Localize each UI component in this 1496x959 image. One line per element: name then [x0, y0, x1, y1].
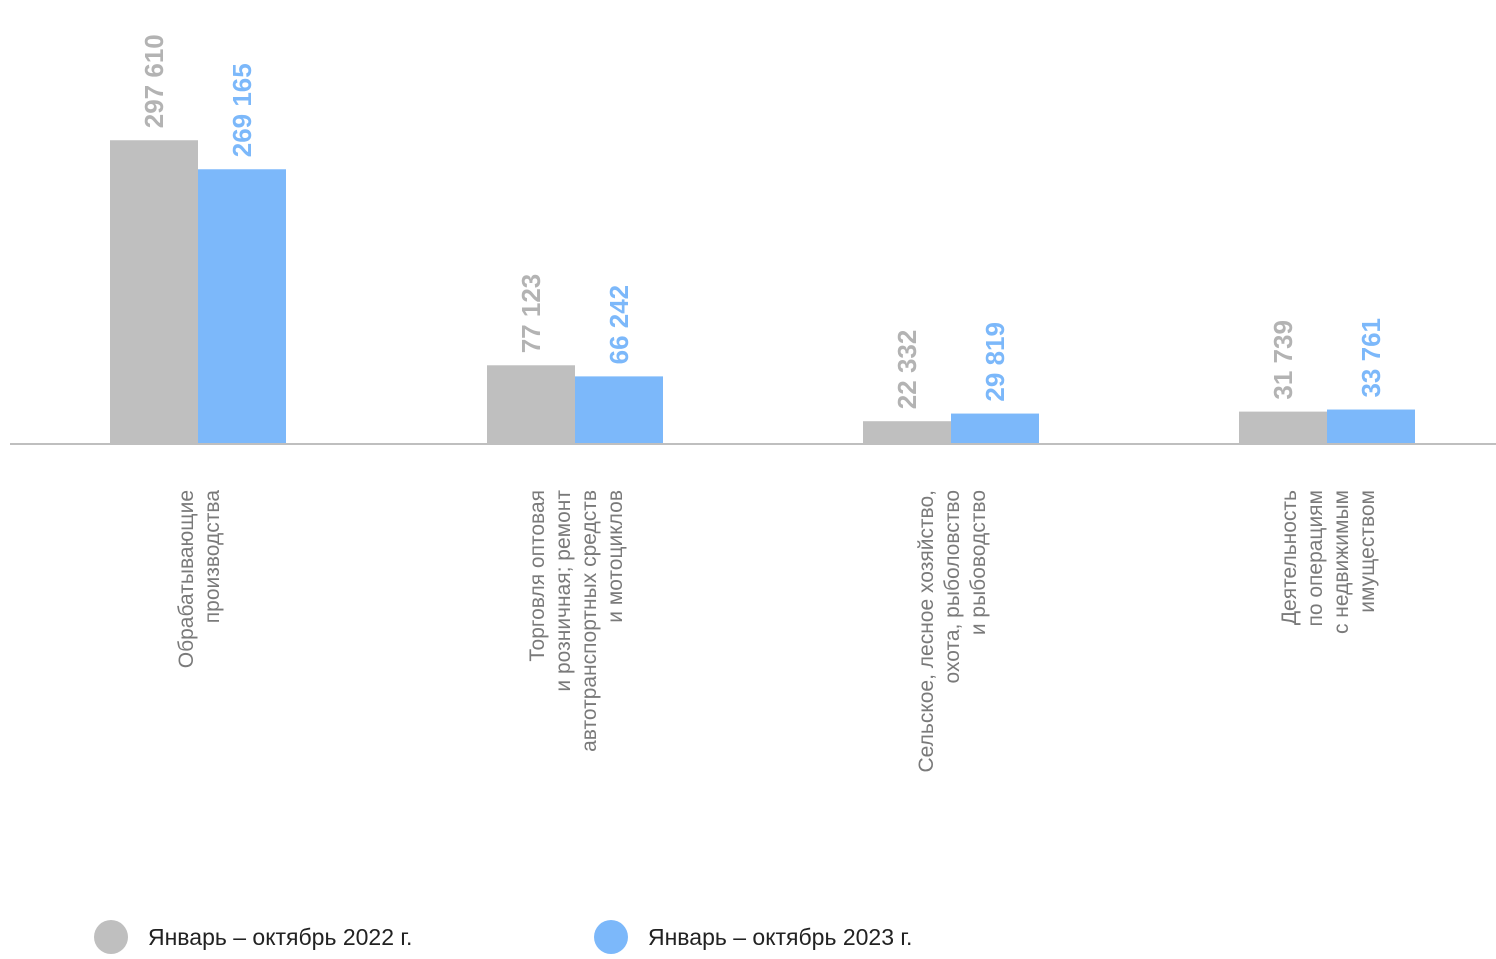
value-label-2022-1: 297 610	[139, 34, 169, 128]
category-label-4-line-3: с недвижимым	[1330, 490, 1353, 634]
category-label-2-line-2: и розничная; ремонт	[552, 490, 575, 692]
bar-2023-3	[951, 413, 1039, 444]
category-label-4-line-2: по операциям	[1304, 490, 1327, 627]
category-labels-group: Обрабатывающие производства Торговля оптов…	[175, 490, 1379, 773]
value-label-2023-3: 29 819	[980, 322, 1010, 402]
legend-swatch-2023	[594, 920, 628, 954]
legend-item-2022: Январь – октябрь 2022 г.	[94, 920, 412, 954]
value-label-2022-3: 22 332	[892, 330, 922, 410]
bars-group	[110, 140, 1415, 445]
bar-chart: 297 610 269 165 77 123 66 242 22 332 29 819 31…	[10, 34, 1496, 773]
legend-label-2022: Январь – октябрь 2022 г.	[148, 923, 413, 950]
bar-2022-3	[863, 421, 951, 444]
category-label-3-line-2: охота, рыболовство	[941, 490, 964, 683]
bar-2023-2	[575, 376, 663, 444]
bar-2022-2	[487, 365, 575, 444]
legend-label-2023: Январь – октябрь 2023 г.	[648, 923, 913, 950]
category-label-3-line-1: Сельское, лесное хозяйство,	[915, 490, 938, 773]
legend: Январь – октябрь 2022 г. Январь – октябр…	[0, 920, 1496, 959]
value-label-2022-4: 31 739	[1268, 320, 1298, 400]
category-label-2-line-4: и мотоциклов	[604, 490, 627, 623]
bar-2023-1	[198, 169, 286, 445]
legend-swatch-2022	[94, 920, 128, 954]
category-label-4-line-1: Деятельность	[1278, 490, 1301, 625]
bar-2023-4	[1327, 409, 1415, 444]
value-label-2022-2: 77 123	[516, 274, 546, 354]
bar-2022-1	[110, 140, 198, 445]
category-label-2-line-3: автотранспортных средств	[578, 490, 601, 752]
value-labels-group: 297 610 269 165 77 123 66 242 22 332 29 819 31…	[139, 34, 1386, 409]
category-label-1-line-2: производства	[201, 490, 224, 624]
value-label-2023-2: 66 242	[604, 285, 634, 365]
value-label-2023-1: 269 165	[227, 63, 257, 157]
category-label-3-line-3: и рыбоводство	[967, 490, 990, 635]
legend-item-2023: Январь – октябрь 2023 г.	[594, 920, 912, 954]
category-label-2-line-1: Торговля оптовая	[526, 490, 549, 662]
category-label-1-line-1: Обрабатывающие	[175, 490, 198, 668]
bar-2022-4	[1239, 411, 1327, 444]
category-label-4-line-4: имуществом	[1356, 490, 1379, 613]
value-label-2023-4: 33 761	[1356, 318, 1386, 398]
